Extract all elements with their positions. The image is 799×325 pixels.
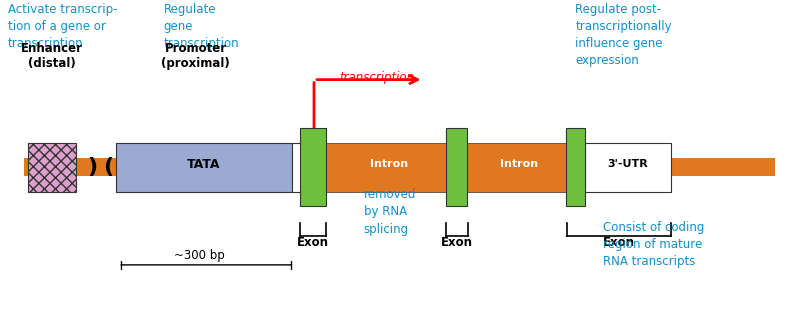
Text: Intron: Intron [500, 159, 539, 169]
Bar [292, 143, 324, 192]
Bar [467, 143, 571, 192]
Text: Consist of coding
region of mature
RNA transcripts: Consist of coding region of mature RNA t… [603, 221, 705, 268]
Text: Promoter
(proximal): Promoter (proximal) [161, 42, 230, 70]
Bar [300, 128, 326, 206]
Bar [326, 143, 451, 192]
Text: removed
by RNA
splicing: removed by RNA splicing [364, 188, 416, 236]
Bar [446, 128, 467, 206]
Text: 3'-UTR: 3'-UTR [607, 159, 649, 169]
Bar [24, 158, 775, 176]
Text: Regulate
gene
transcription: Regulate gene transcription [164, 3, 240, 50]
Bar [116, 143, 292, 192]
Bar [28, 143, 76, 192]
Text: Exon: Exon [297, 236, 329, 249]
Text: Activate transcrip-
tion of a gene or
transcription: Activate transcrip- tion of a gene or tr… [8, 3, 117, 50]
Text: transcription: transcription [340, 72, 415, 84]
Text: Regulate post-
transcriptionally
influence gene
expression: Regulate post- transcriptionally influen… [575, 3, 672, 67]
Text: ~300 bp: ~300 bp [174, 249, 225, 262]
Text: ): ) [87, 157, 97, 177]
Text: TATA: TATA [187, 158, 221, 171]
Text: Exon: Exon [603, 236, 635, 249]
Bar [566, 128, 585, 206]
Text: Exon: Exon [441, 236, 473, 249]
Bar [585, 143, 671, 192]
Text: Enhancer
(distal): Enhancer (distal) [21, 42, 83, 70]
Text: (: ( [103, 157, 113, 177]
Text: Intron: Intron [370, 159, 408, 169]
